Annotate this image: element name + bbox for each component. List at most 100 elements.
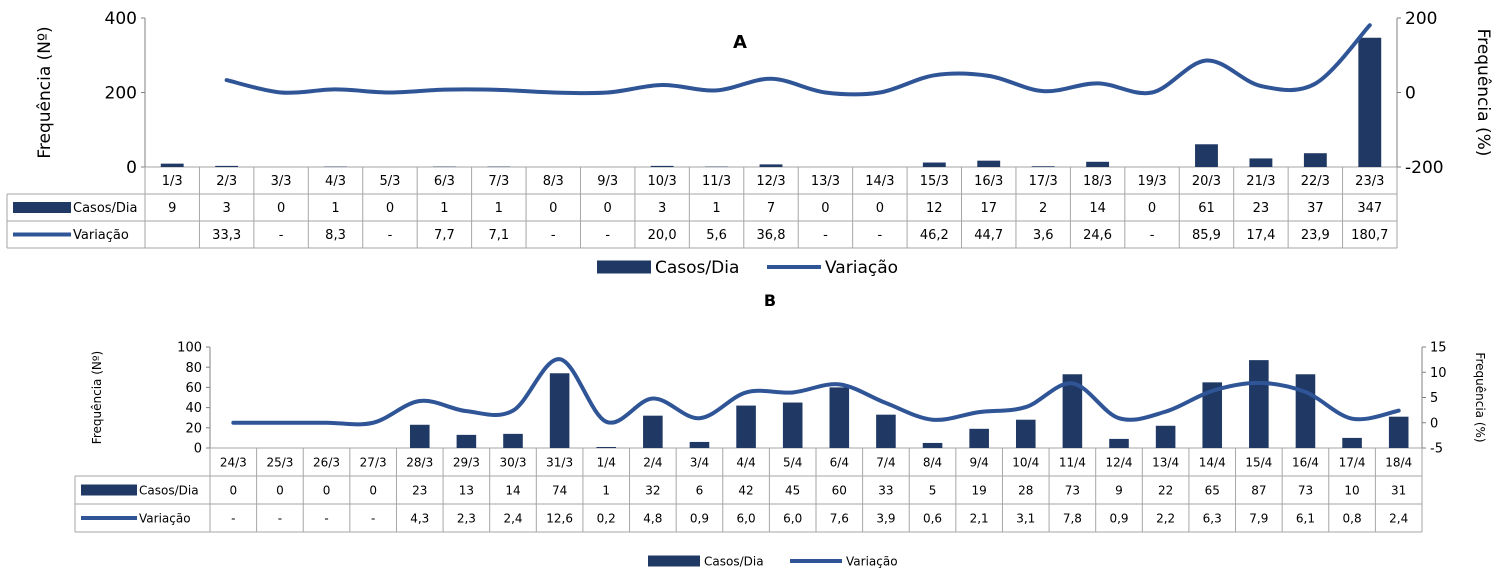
table-row-label-variacao: Variação — [139, 511, 191, 525]
category-label: 20/3 — [1192, 174, 1221, 189]
bar — [215, 165, 239, 167]
bar-data-label: 19 — [972, 483, 987, 497]
category-label: 5/4 — [783, 455, 802, 469]
y-tick-label: 20 — [185, 421, 202, 436]
line-data-label: - — [1150, 228, 1155, 243]
category-label: 7/3 — [488, 174, 509, 189]
bar-data-label: 17 — [980, 201, 997, 216]
line-data-label: 46,2 — [920, 228, 949, 243]
y2-tick-label: -5 — [1430, 442, 1443, 457]
bar-data-label: 0 — [604, 201, 612, 216]
series-line-variacao — [231, 357, 1401, 427]
bar-data-label: 31 — [1391, 483, 1406, 497]
category-label: 15/3 — [920, 174, 949, 189]
category-label: 17/3 — [1029, 174, 1058, 189]
bar — [969, 428, 989, 448]
bar-data-label: 13 — [459, 483, 474, 497]
category-label: 8/3 — [543, 174, 564, 189]
y-tick-label: 0 — [126, 158, 137, 178]
bar-data-label: 42 — [738, 483, 753, 497]
bar-data-label: 61 — [1198, 201, 1215, 216]
table-row-label-variacao: Variação — [73, 228, 129, 243]
line-data-label: 2,3 — [457, 511, 476, 525]
category-label: 22/3 — [1301, 174, 1330, 189]
y2-axis-label: Frequência (%) — [1473, 29, 1493, 157]
legend-label-variacao: Variação — [825, 258, 898, 278]
category-label: 18/3 — [1083, 174, 1112, 189]
line-data-label: - — [324, 511, 328, 525]
bar-data-label: 87 — [1251, 483, 1266, 497]
category-label: 16/3 — [974, 174, 1003, 189]
bar-data-label: 0 — [549, 201, 557, 216]
bar — [689, 441, 710, 448]
category-label: 26/3 — [313, 455, 340, 469]
category-label: 1/4 — [597, 455, 616, 469]
bar-data-label: 37 — [1307, 201, 1324, 216]
bar-data-label: 23 — [412, 483, 427, 497]
bar — [1202, 382, 1223, 448]
bar-data-label: 0 — [323, 483, 331, 497]
legend-label-casos: Casos/Dia — [704, 554, 764, 568]
category-label: 6/3 — [434, 174, 455, 189]
line-data-label: 3,6 — [1033, 228, 1054, 243]
line-data-label: 23,9 — [1301, 228, 1330, 243]
bar — [1358, 37, 1382, 168]
category-label: 3/4 — [690, 455, 709, 469]
bar-data-label: 14 — [1089, 201, 1106, 216]
bar-data-label: 0 — [821, 201, 829, 216]
line-data-label: - — [371, 511, 375, 525]
bar-data-label: 0 — [276, 483, 284, 497]
bar — [1249, 158, 1273, 167]
y-tick-label: 0 — [194, 442, 202, 457]
bar — [736, 405, 756, 448]
category-label: 1/3 — [162, 174, 183, 189]
line-data-label: 6,0 — [737, 511, 756, 525]
category-label: 7/4 — [876, 455, 895, 469]
line-data-label: 7,9 — [1249, 511, 1268, 525]
bar — [759, 164, 783, 167]
category-label: 17/4 — [1339, 455, 1366, 469]
category-label: 23/3 — [1355, 174, 1384, 189]
chart-title: B — [764, 291, 776, 310]
line-data-label: 0,2 — [597, 511, 616, 525]
category-label: 29/3 — [453, 455, 480, 469]
line-data-label: - — [605, 228, 610, 243]
line-data-label: 2,2 — [1156, 511, 1175, 525]
bar — [1155, 425, 1176, 448]
line-data-label: 44,7 — [974, 228, 1003, 243]
category-label: 5/3 — [379, 174, 400, 189]
line-data-label: 7,6 — [830, 511, 849, 525]
line-data-label: 6,0 — [783, 511, 802, 525]
legend-key-bar — [648, 555, 700, 567]
legend-label-casos: Casos/Dia — [655, 258, 739, 278]
bar — [1295, 374, 1316, 448]
line-data-label: - — [551, 228, 556, 243]
line-data-label: 2,4 — [1389, 511, 1408, 525]
bar — [829, 387, 850, 448]
bar — [1388, 416, 1409, 448]
line-data-label: 2,4 — [503, 511, 522, 525]
bar-data-label: 73 — [1065, 483, 1080, 497]
y-tick-label: 60 — [185, 381, 202, 396]
y-tick-label: 40 — [185, 401, 202, 416]
category-label: 18/4 — [1385, 455, 1412, 469]
line-data-label: 36,8 — [757, 228, 786, 243]
y2-tick-label: 0 — [1405, 83, 1416, 103]
category-label: 21/3 — [1246, 174, 1275, 189]
bar — [876, 414, 896, 448]
bar — [1249, 360, 1269, 448]
bar — [922, 162, 946, 167]
bar-data-label: 10 — [1344, 483, 1359, 497]
line-data-label: 7,8 — [1063, 511, 1082, 525]
bar-data-label: 1 — [495, 201, 503, 216]
category-label: 10/3 — [648, 174, 677, 189]
bar — [1195, 144, 1218, 167]
bar-data-label: 2 — [1039, 201, 1047, 216]
category-label: 25/3 — [266, 455, 293, 469]
line-data-label: - — [878, 228, 883, 243]
line-data-label: 85,9 — [1192, 228, 1221, 243]
bar-data-label: 9 — [168, 201, 176, 216]
line-data-label: 5,6 — [706, 228, 727, 243]
bar-data-label: 0 — [876, 201, 884, 216]
